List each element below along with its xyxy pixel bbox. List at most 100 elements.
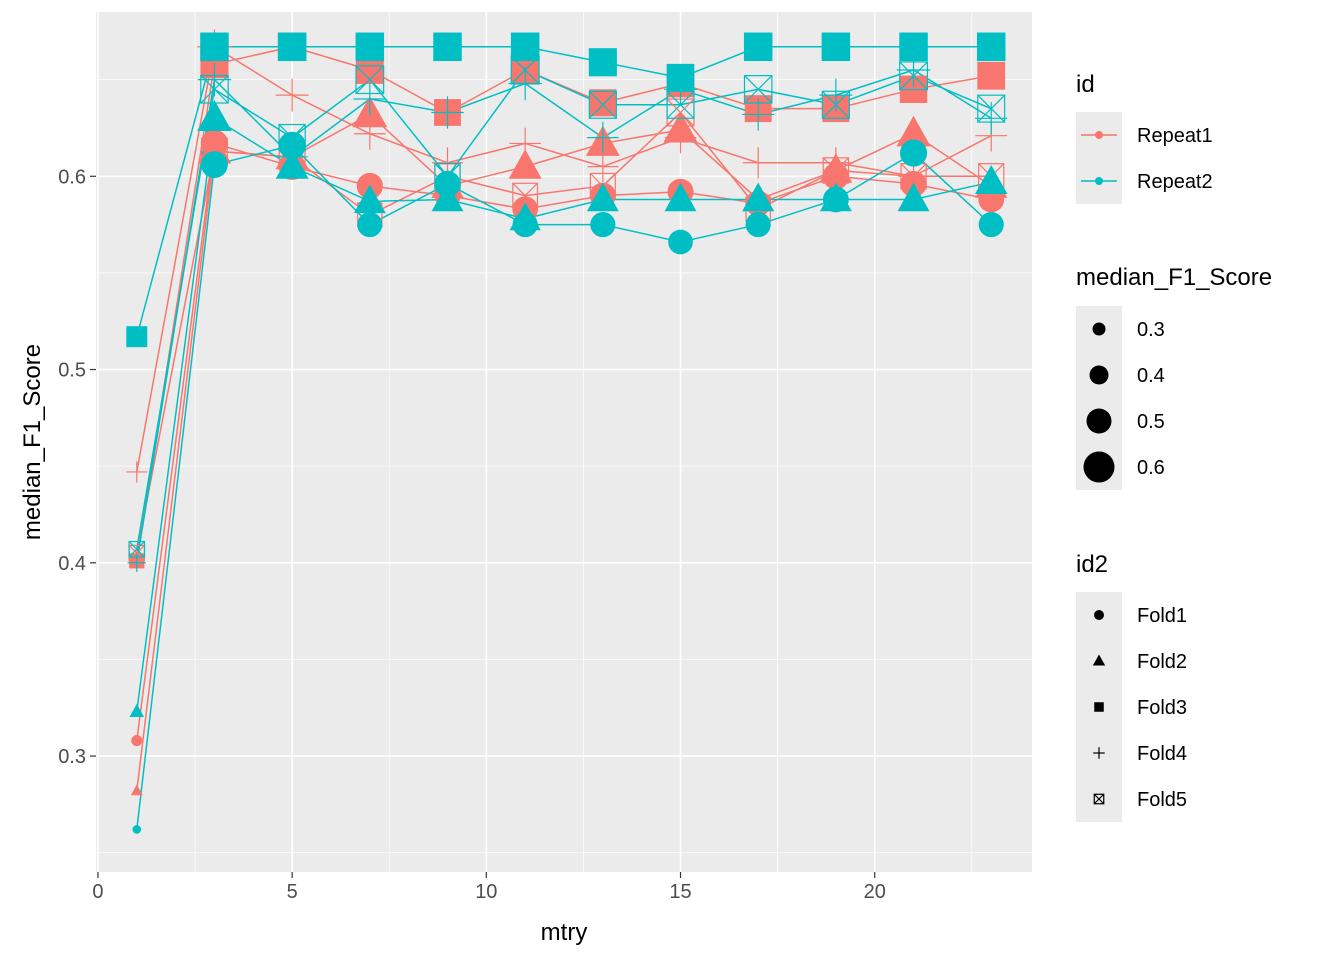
point-Repeat1-Fold4-2 [275,78,309,112]
point-Repeat2-Fold1-6 [590,212,616,238]
point-Repeat1-Fold5-0-diag2 [128,545,145,562]
point-Repeat2-Fold1-7 [668,229,693,255]
x-tick-label-2: 10 [475,881,497,903]
point-Repeat2-Fold3-0-mark [126,326,148,348]
axes: 0 5 10 15 20 0.3 0.4 0.5 0.6 [58,166,886,903]
legend-shape: id2 Fold1 Fold2 Fold3 Fold4 Fold5 [1076,551,1187,822]
point-Repeat2-Fold4-4 [431,96,464,129]
point-Repeat2-Fold2-0 [129,703,145,717]
y-tick-label-1: 0.4 [58,553,86,575]
point-Repeat2-Fold5-11-box [977,94,1006,123]
point-Repeat2-Fold5-9-diag2 [821,90,850,119]
point-Repeat1-Fold4-7 [664,121,697,154]
point-Repeat2-Fold1-11-mark [978,212,1004,238]
point-Repeat2-Fold3-2-mark [277,32,307,62]
point-Repeat2-Fold5-7 [666,90,695,119]
point-Repeat2-Fold3-2 [277,32,307,62]
point-Repeat2-Fold3-3-mark [355,32,385,62]
point-Repeat2-Fold2-10 [897,182,930,212]
point-Repeat2-Fold4-6 [587,121,619,154]
point-Repeat2-Fold5-10 [899,61,929,91]
point-Repeat2-Fold5-9 [821,90,850,119]
point-Repeat2-Fold2-9-mark [819,182,852,212]
legend-size-dot-2 [1086,408,1112,434]
point-Repeat2-Fold5-0-box [128,540,146,558]
legend-id-label-1: Repeat2 [1137,171,1213,193]
x-tick-label-1: 5 [287,881,298,903]
point-Repeat2-Fold5-3-diag2 [355,65,385,94]
point-Repeat1-Fold1-0 [131,735,143,747]
legend-shape-label-2: Fold3 [1137,697,1187,719]
point-Repeat1-Fold3-6 [589,89,617,117]
point-Repeat2-Fold5-4-diag2 [434,163,461,190]
x-axis-title: mtry [541,919,588,946]
point-Repeat2-Fold2-3-mark [353,184,386,214]
point-Repeat1-Fold5-9-diag2 [822,157,849,184]
y-tick-label-3: 0.6 [58,166,86,188]
point-Repeat2-Fold4-1 [197,62,232,97]
legend-id-dot-1 [1095,177,1103,185]
point-Repeat2-Fold1-10 [899,139,928,167]
point-Repeat2-Fold5-5-box [510,55,540,85]
point-Repeat1-Fold3-11 [977,61,1006,90]
point-Repeat2-Fold1-3 [357,212,383,238]
legend-shape-title: id2 [1076,551,1108,578]
point-Repeat2-Fold5-6-box [588,90,617,119]
legend-shape-label-3: Fold4 [1137,743,1187,765]
point-Repeat2-Fold5-7-box [666,90,695,119]
point-Repeat2-Fold5-9-box [821,90,850,119]
point-Repeat2-Fold1-8-mark [745,212,771,238]
point-Repeat2-Fold5-6 [588,90,617,119]
point-Repeat1-Fold2-0 [130,784,143,796]
point-Repeat2-Fold5-8-box [743,75,773,104]
legend-size-label-0: 0.3 [1137,319,1165,341]
point-Repeat2-Fold3-11-mark [976,32,1006,62]
legend-size-dot-0 [1092,322,1106,336]
point-Repeat2-Fold1-10-mark [899,139,928,167]
legend-id: id Repeat1 Repeat2 [1076,71,1213,204]
legend-shape-key-2 [1094,702,1104,712]
point-Repeat2-Fold2-1 [197,100,232,132]
point-Repeat2-Fold2-11-mark [974,164,1008,195]
point-Repeat2-Fold5-10-diag2 [899,61,928,91]
point-Repeat2-Fold5-11 [977,94,1006,123]
x-tick-label-3: 15 [669,881,691,903]
point-Repeat2-Fold5-4 [434,163,461,190]
point-Repeat1-Fold5-10-diag2 [900,163,927,190]
point-Repeat2-Fold2-5-mark [509,202,541,231]
point-Repeat2-Fold1-1 [201,151,228,179]
point-Repeat2-Fold2-4 [431,182,464,212]
point-Repeat2-Fold1-8 [745,212,771,238]
point-Repeat2-Fold5-7-diag2 [666,90,695,119]
point-Repeat2-Fold3-8-mark [743,32,773,62]
point-Repeat2-Fold3-11 [976,32,1006,62]
point-Repeat2-Fold3-4 [433,32,462,62]
point-Repeat2-Fold1-1-mark [201,151,228,179]
point-Repeat1-Fold2-0-mark [130,784,143,796]
point-Repeat2-Fold3-1-mark [200,32,229,62]
point-Repeat2-Fold5-0 [128,540,146,558]
point-Repeat2-Fold4-8 [742,98,775,131]
point-Repeat2-Fold3-6-mark [588,48,617,77]
point-Repeat2-Fold5-10-box [899,61,929,91]
point-Repeat2-Fold3-0 [126,326,148,348]
point-Repeat2-Fold5-2 [278,123,306,152]
point-Repeat2-Fold3-4-mark [433,32,462,62]
point-Repeat1-Fold3-6-mark [589,89,617,117]
point-Repeat2-Fold5-1 [200,75,229,104]
point-Repeat1-Fold4-9 [820,147,852,179]
point-Repeat2-Fold2-9 [819,182,852,212]
point-Repeat2-Fold4-10 [896,53,931,87]
point-Repeat1-Fold2-5-mark [508,149,542,179]
point-Repeat1-Fold2-10 [896,115,931,147]
legend-shape-key-4 [1093,793,1105,805]
point-Repeat1-Fold5-7-diag2 [666,98,695,127]
point-Repeat2-Fold5-2-box [278,123,306,152]
legend-id-dot-0 [1095,131,1103,139]
point-Repeat2-Fold2-11 [974,164,1008,195]
point-Repeat2-Fold5-0-diag2 [128,541,145,558]
legend-id-label-0: Repeat1 [1137,125,1213,147]
y-axis-title: median_F1_Score [19,344,46,540]
point-Repeat2-Fold2-8-mark [742,182,775,212]
legend-id-key-bg [1076,112,1122,204]
